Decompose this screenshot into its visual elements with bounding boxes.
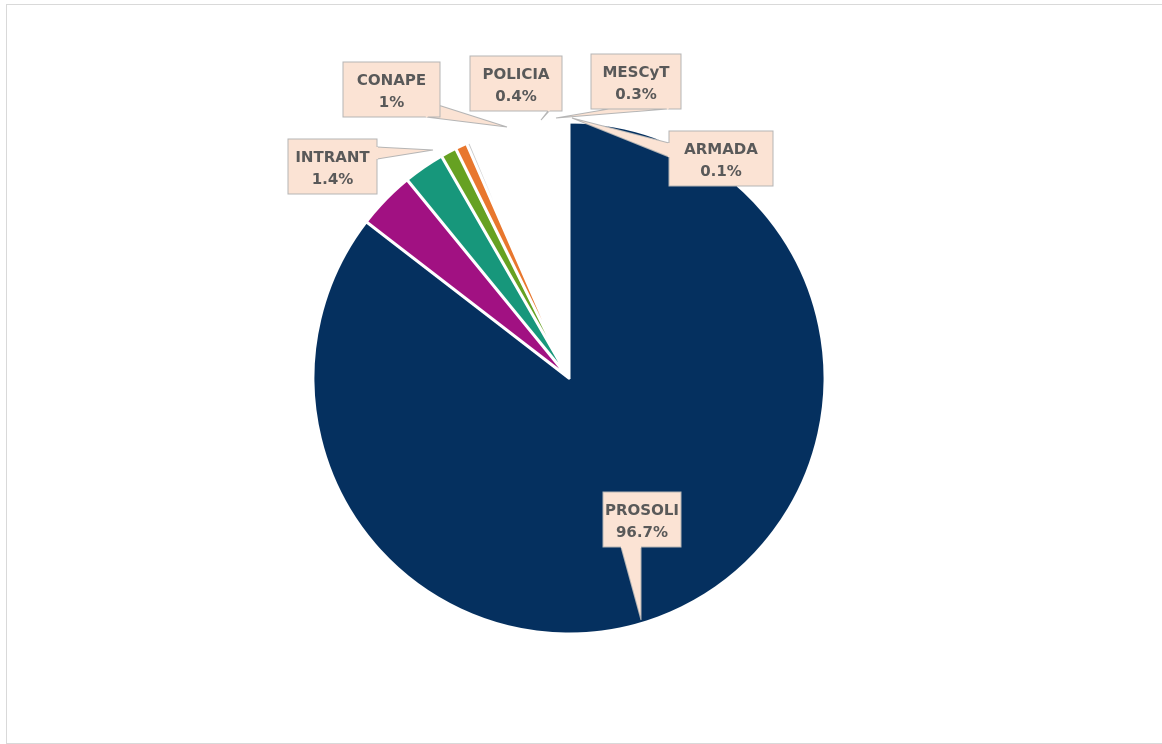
data-label-policia: POLICIA 0.4% xyxy=(469,55,563,112)
data-label-value: 0.3% xyxy=(615,85,657,103)
data-label-value: 1.4% xyxy=(312,170,354,188)
data-label-value: 1% xyxy=(379,93,404,111)
data-labels: PROSOLI 96.7% INTRANT 1.4% CONAPE 1% POLICIA 0.… xyxy=(287,53,774,548)
data-label-conape: CONAPE 1% xyxy=(342,61,441,118)
data-label-box xyxy=(590,53,682,110)
data-label-mescyt: MESCyT 0.3% xyxy=(590,53,682,110)
data-label-box xyxy=(342,61,441,118)
data-label-box xyxy=(287,138,378,195)
data-label-value: 0.4% xyxy=(495,87,537,105)
data-label-box xyxy=(668,130,774,187)
data-label-category: ARMADA xyxy=(684,140,758,158)
data-label-category: INTRANT xyxy=(295,148,370,166)
pie-slice-armada xyxy=(465,140,571,380)
data-label-category: CONAPE xyxy=(357,71,426,89)
data-label-category: PROSOLI xyxy=(605,501,679,519)
data-label-value: 96.7% xyxy=(616,523,668,541)
callout-pointer-intrant xyxy=(376,146,434,160)
data-label-category: MESCyT xyxy=(603,63,671,81)
data-label-prosoli: PROSOLI 96.7% xyxy=(602,491,682,548)
data-label-box xyxy=(602,491,682,548)
data-label-armada: ARMADA 0.1% xyxy=(668,130,774,187)
data-label-box xyxy=(469,55,563,112)
data-label-category: POLICIA xyxy=(482,65,549,83)
data-label-intrant: INTRANT 1.4% xyxy=(287,138,378,195)
data-label-value: 0.1% xyxy=(700,162,742,180)
pie-slices xyxy=(311,120,827,636)
